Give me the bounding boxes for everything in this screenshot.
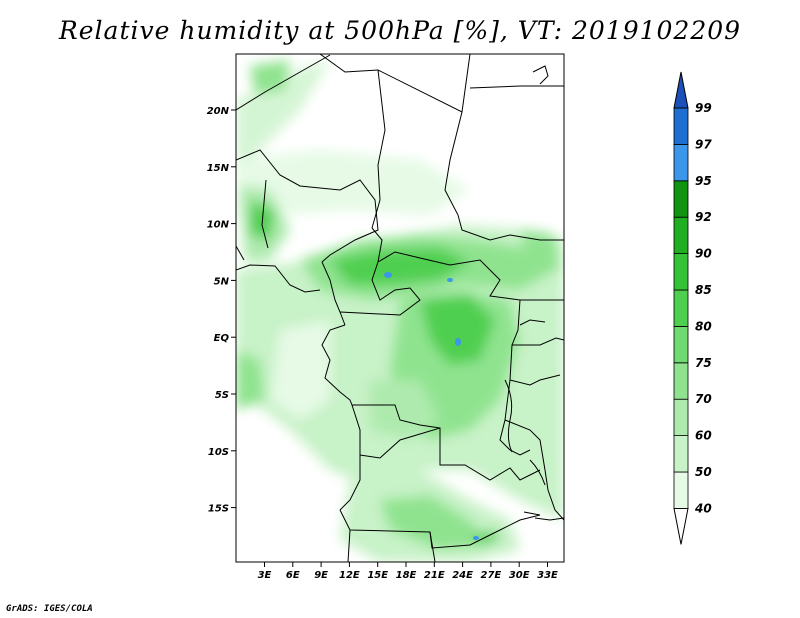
colorbar-label: 92: [695, 210, 712, 224]
colorbar-segment: [673, 435, 689, 473]
lon-label: 33E: [537, 570, 558, 581]
colorbar-low-arrow: [673, 507, 689, 545]
colorbar-high-arrow: [673, 71, 689, 109]
colorbar-label: 60: [695, 429, 712, 443]
country-boundaries: [236, 54, 564, 562]
colorbar: 40 50 60 70 75 80 85 90 92 95 97 99: [673, 71, 712, 545]
lon-label: 18E: [396, 570, 417, 581]
colorbar-segment: [673, 107, 689, 145]
lat-label: 15S: [208, 504, 229, 515]
lon-label: 6E: [286, 570, 300, 581]
colorbar-label: 70: [695, 392, 712, 406]
latitude-axis: 20N 15N 10N 5N EQ 5S 10S 15S: [207, 106, 236, 515]
colorbar-label: 85: [695, 283, 712, 297]
lat-label: 20N: [207, 106, 230, 117]
colorbar-label: 90: [695, 247, 712, 261]
lon-label: 3E: [258, 570, 272, 581]
colorbar-segment: [673, 143, 689, 182]
colorbar-label: 99: [695, 101, 712, 115]
colorbar-label: 80: [695, 319, 712, 333]
colorbar-segment: [673, 289, 689, 327]
lon-label: 30E: [509, 570, 530, 581]
colorbar-label: 40: [694, 501, 712, 515]
grads-credit: GrADS: IGES/COLA: [6, 604, 93, 614]
colorbar-segment: [673, 362, 689, 400]
colorbar-segment: [673, 471, 689, 509]
lat-label: 10N: [207, 220, 230, 231]
colorbar-label: 75: [695, 356, 712, 370]
lat-label: 5N: [214, 276, 230, 287]
colorbar-segment: [673, 325, 689, 364]
colorbar-label: 97: [695, 137, 712, 151]
lat-label: 15N: [207, 163, 230, 174]
lon-label: 15E: [367, 570, 388, 581]
map-title: Relative humidity at 500hPa [%], VT: 201…: [58, 16, 742, 45]
lat-label: 5S: [215, 390, 229, 401]
lon-label: 24E: [452, 570, 473, 581]
lon-label: 9E: [314, 570, 328, 581]
longitude-axis: 3E 6E 9E 12E 15E 18E 21E 24E 27E 30E 33E: [258, 562, 558, 581]
colorbar-label: 95: [695, 174, 712, 188]
lon-label: 21E: [424, 570, 445, 581]
lat-label: EQ: [214, 333, 230, 344]
lon-label: 27E: [481, 570, 502, 581]
map-frame: [235, 53, 565, 563]
lon-label: 12E: [339, 570, 360, 581]
lat-label: 10S: [208, 447, 229, 458]
colorbar-segment: [673, 216, 689, 254]
humidity-field: [236, 54, 564, 562]
colorbar-segment: [673, 398, 689, 437]
colorbar-segment: [673, 180, 689, 218]
colorbar-label: 50: [695, 465, 712, 479]
colorbar-segment: [673, 253, 689, 291]
